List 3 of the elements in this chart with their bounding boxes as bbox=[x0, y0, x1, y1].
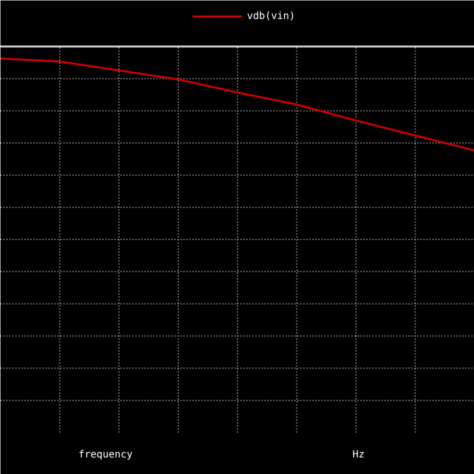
legend-label: vdb(vin) bbox=[247, 10, 296, 22]
x-axis-title: frequency bbox=[78, 450, 133, 460]
text: Hz bbox=[352, 450, 365, 460]
